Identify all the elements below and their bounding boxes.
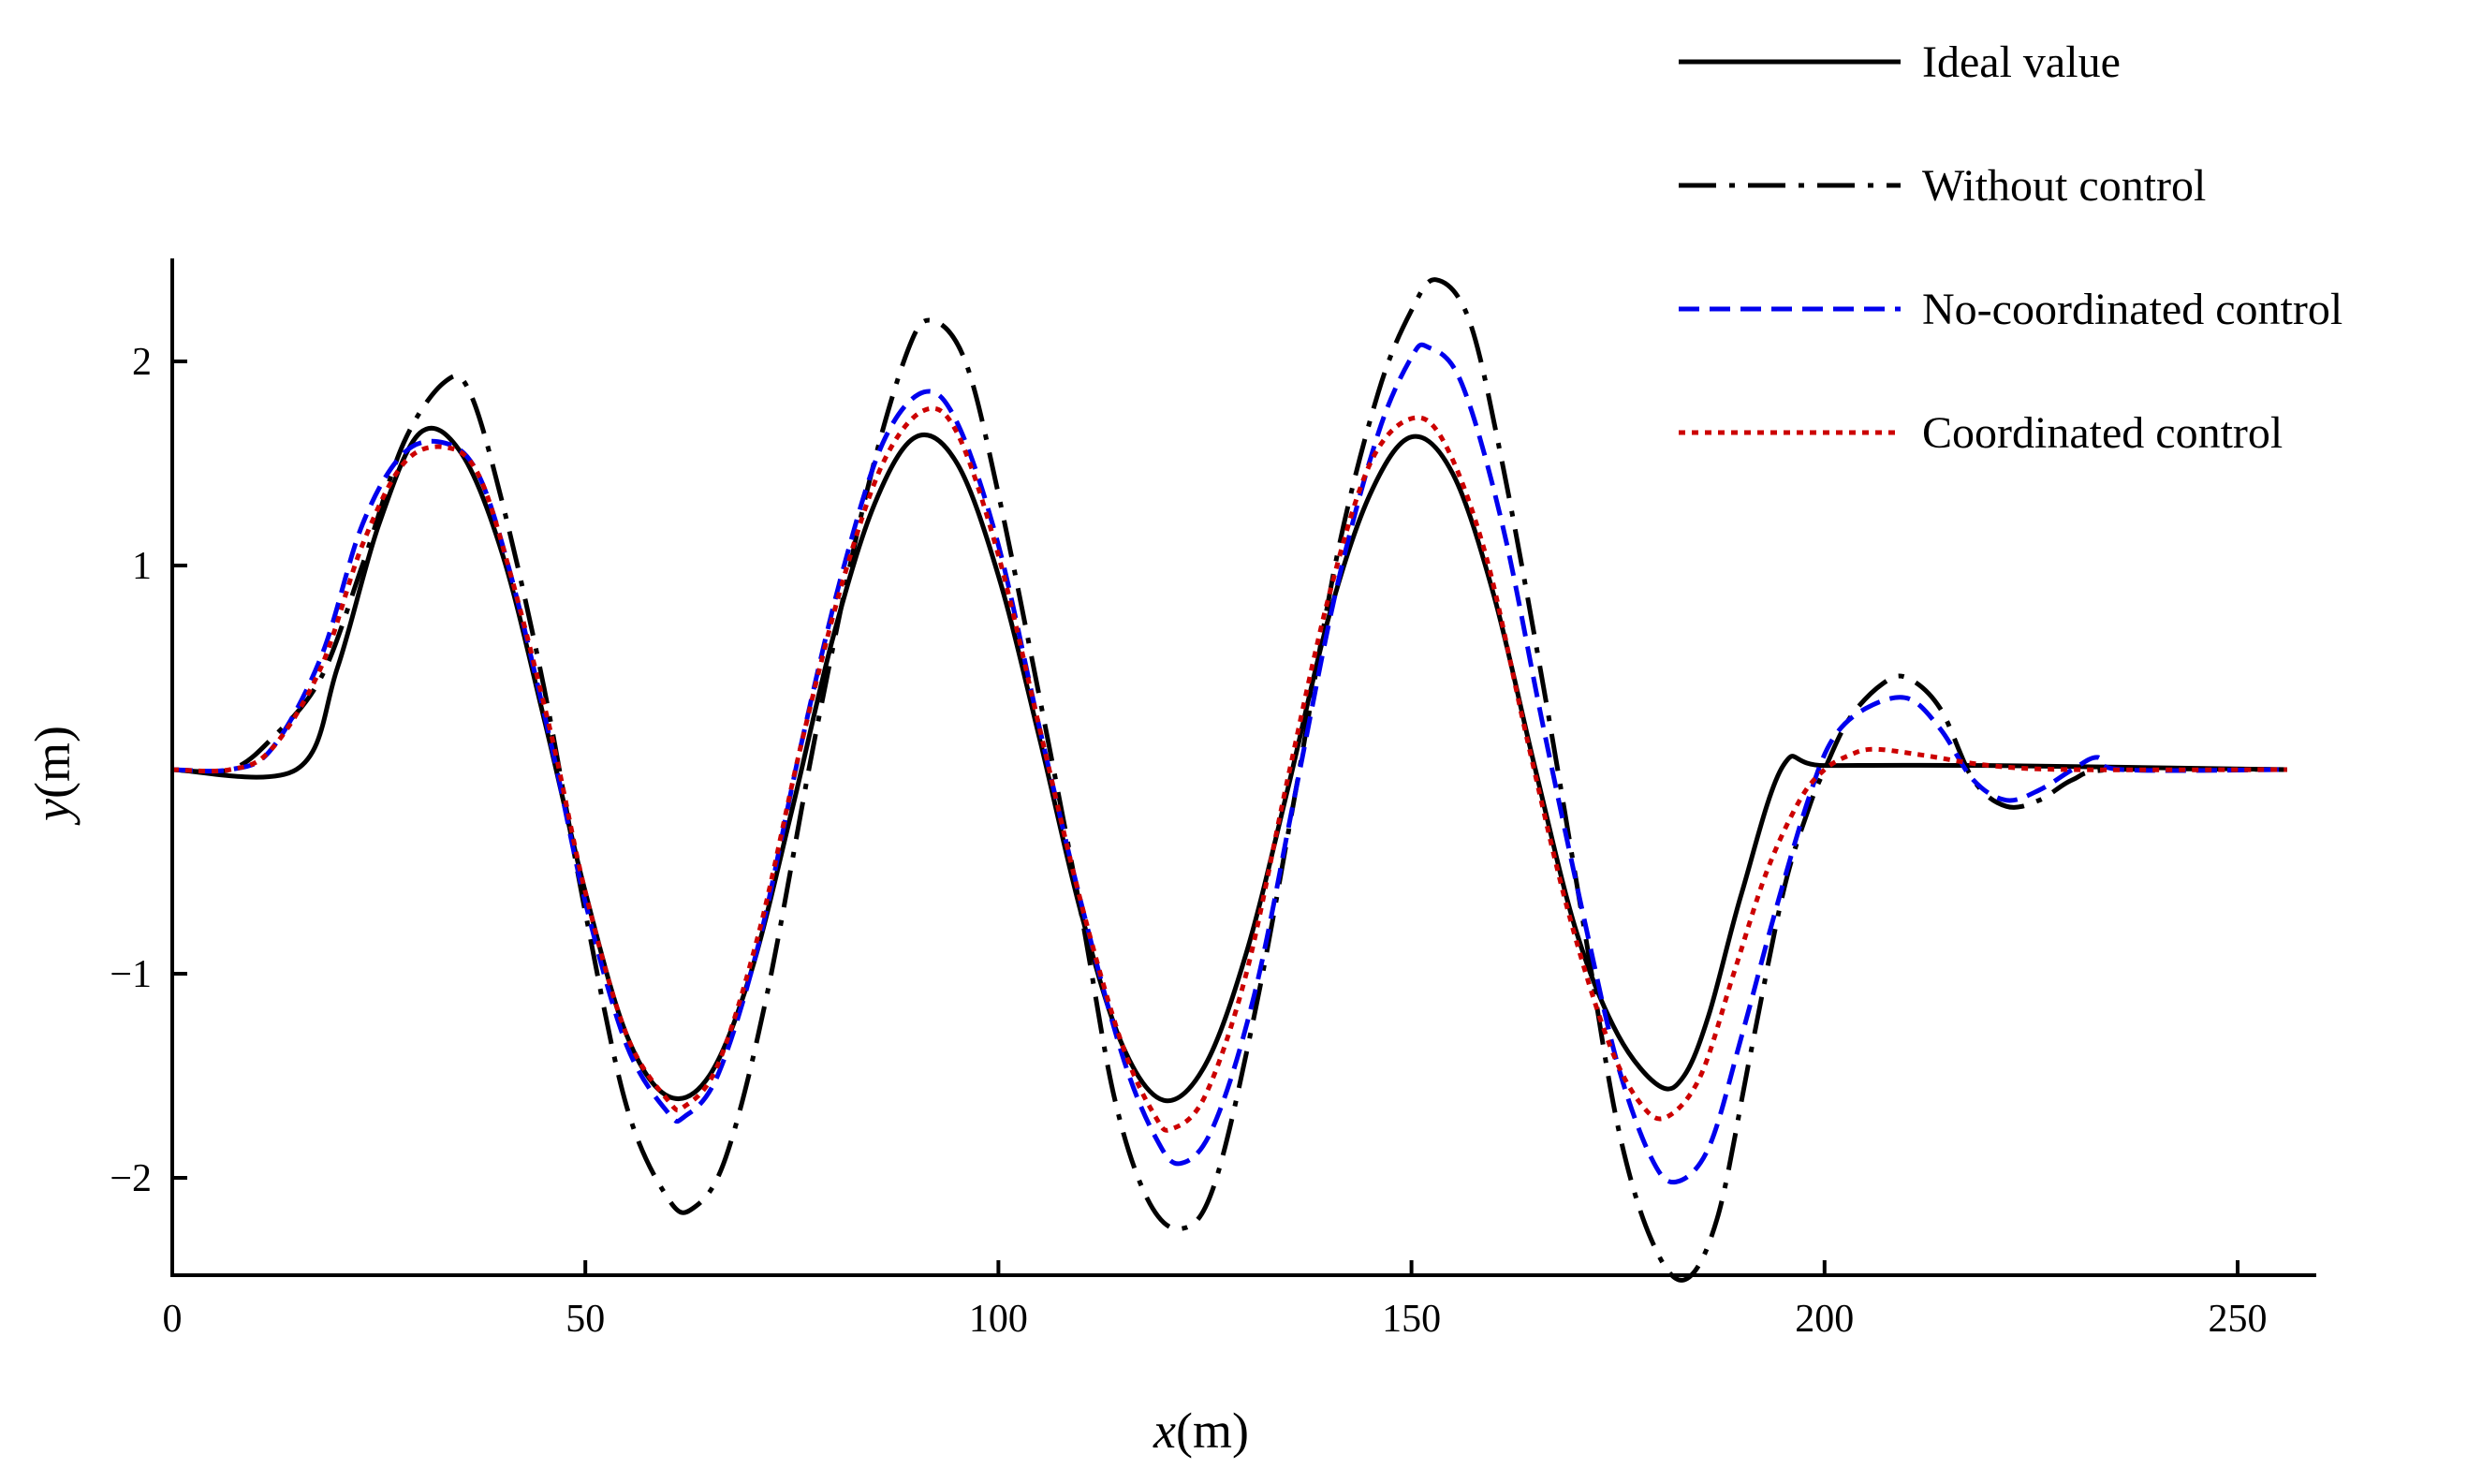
series-line-coordinated-control xyxy=(171,405,2287,1133)
y-tick-label: −1 xyxy=(110,953,152,996)
legend-label: Without control xyxy=(1922,161,2206,211)
x-tick-label: 100 xyxy=(969,1298,1028,1341)
legend: Ideal value Without control No-coordinated… xyxy=(1679,37,2342,458)
x-tick-label: 150 xyxy=(1382,1298,1441,1341)
x-tick-label: 50 xyxy=(565,1298,605,1341)
y-tick-label: 1 xyxy=(132,545,152,588)
series-line-without-control xyxy=(171,277,2287,1283)
legend-label: Coordinated control xyxy=(1922,408,2283,458)
y-axis-title: y(m) xyxy=(24,726,81,826)
y-tick-label: −2 xyxy=(110,1157,152,1200)
svg-text:x(m): x(m) xyxy=(1153,1403,1249,1459)
y-axis-unit: (m) xyxy=(24,726,81,799)
x-axis-var: x xyxy=(1153,1403,1176,1459)
legend-label: Ideal value xyxy=(1922,37,2121,87)
x-axis-unit: (m) xyxy=(1176,1403,1249,1459)
y-axis-var: y xyxy=(24,799,81,826)
series-layer xyxy=(171,277,2287,1283)
x-tick-label: 250 xyxy=(2209,1298,2268,1341)
series-line-ideal-value xyxy=(171,425,2287,1104)
x-tick-label: 200 xyxy=(1795,1298,1854,1341)
series-line-no-coordinated-control xyxy=(171,342,2287,1185)
x-tick-label: 0 xyxy=(163,1298,183,1341)
x-axis-title: x(m) xyxy=(1153,1403,1249,1459)
legend-label: No-coordinated control xyxy=(1922,285,2342,334)
axes-layer: 0 50 100 150 200 250 −2 −1 1 2 xyxy=(110,258,2316,1341)
y-tick-label: 2 xyxy=(132,341,152,384)
svg-text:y(m): y(m) xyxy=(24,726,81,826)
